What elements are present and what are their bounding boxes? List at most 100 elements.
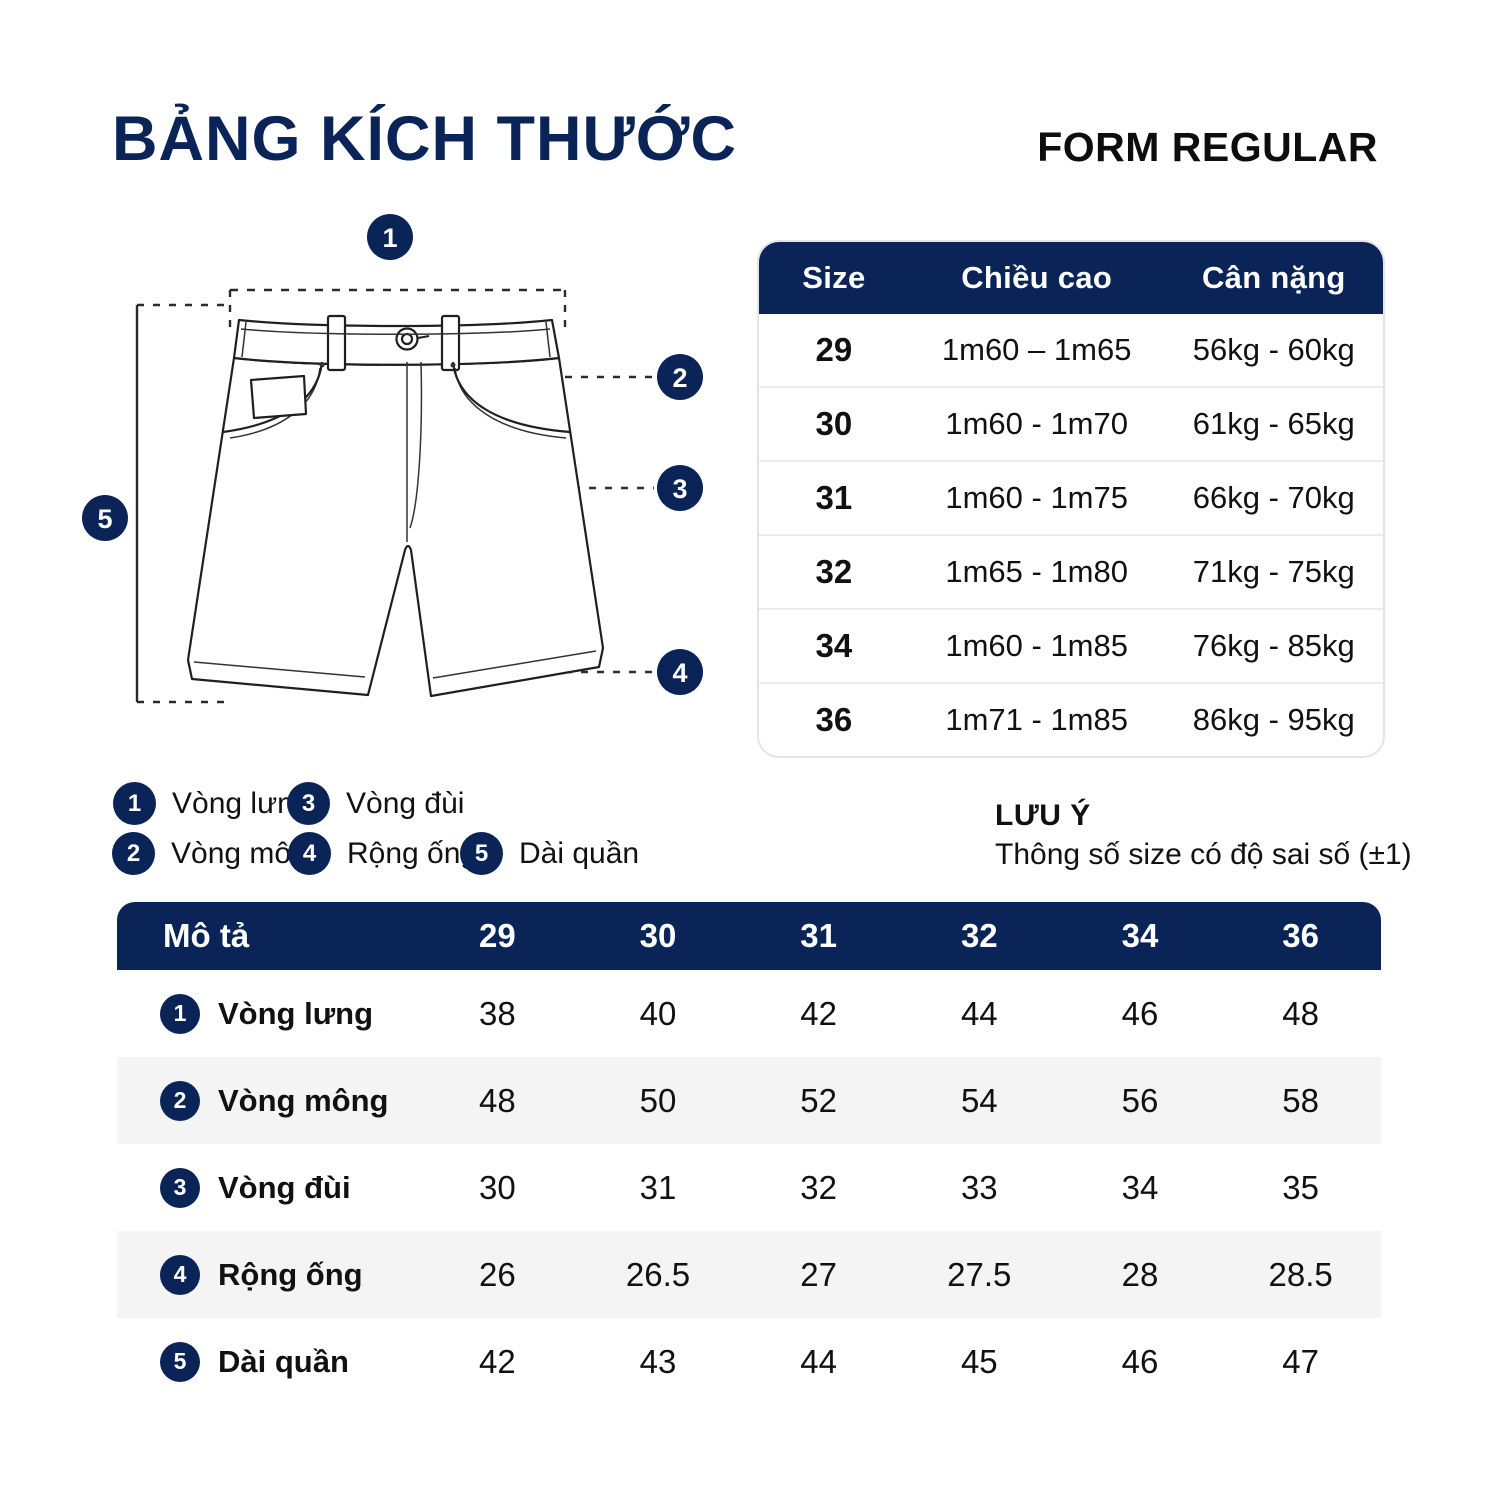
measurement-value: 26.5 xyxy=(577,1231,739,1318)
measurement-value: 32 xyxy=(800,1168,837,1206)
measurement-header-size: 31 xyxy=(738,902,899,970)
size-table-row: 29 1m60 – 1m65 56kg - 60kg xyxy=(759,314,1383,387)
measurement-value: 47 xyxy=(1282,1342,1319,1380)
legend-item-vong-lung: 1 Vòng lưng xyxy=(113,782,311,825)
svg-text:1: 1 xyxy=(382,223,397,253)
measurement-value: 35 xyxy=(1282,1168,1319,1206)
legend-badge-1: 1 xyxy=(113,782,156,825)
size-table-header-height: Chiều cao xyxy=(908,242,1165,314)
legend-item-vong-dui: 3 Vòng đùi xyxy=(287,782,464,825)
row-badge-2: 2 xyxy=(160,1080,200,1121)
row-label-text: Vòng mông xyxy=(218,1082,389,1118)
measurement-value: 56 xyxy=(1059,1057,1221,1144)
measurement-header-size: 34 xyxy=(1059,902,1221,970)
measurement-value: 46 xyxy=(1121,1342,1159,1380)
legend-label: Vòng đùi xyxy=(346,786,465,820)
measurement-row-vong-mong: 2 Vòng mông 48 50 52 54 56 58 xyxy=(117,1057,1381,1144)
size-height-weight-table: Size Chiều cao Cân nặng 29 1m60 – 1m65 5… xyxy=(757,240,1385,758)
form-regular-label: FORM REGULAR xyxy=(1037,124,1378,170)
size-table-header-size: Size xyxy=(759,242,909,314)
row-badge-3: 3 xyxy=(160,1167,200,1208)
measurement-value: 27 xyxy=(738,1231,899,1318)
weight-range: 86kg - 95kg xyxy=(1164,682,1383,756)
measurement-value: 28.5 xyxy=(1220,1231,1381,1318)
weight-range: 66kg - 70kg xyxy=(1164,460,1383,535)
measurement-header-size: 36 xyxy=(1220,902,1381,970)
measurement-value: 31 xyxy=(639,1168,677,1206)
callout-badge-5: 5 xyxy=(82,495,128,541)
height-range: 1m71 - 1m85 xyxy=(908,682,1165,756)
measurement-value: 50 xyxy=(577,1057,739,1144)
measurement-value: 52 xyxy=(738,1057,899,1144)
size-value: 30 xyxy=(759,386,909,461)
measurement-header-size: 29 xyxy=(417,902,578,970)
row-label-text: Rộng ống xyxy=(218,1256,363,1292)
height-range: 1m60 - 1m70 xyxy=(908,386,1165,461)
svg-text:2: 2 xyxy=(672,363,687,393)
measurement-value: 26 xyxy=(417,1231,578,1318)
measurement-value: 58 xyxy=(1220,1057,1381,1144)
callout-badges: 1 2 3 4 5 xyxy=(82,214,703,695)
measurement-value: 42 xyxy=(800,994,837,1032)
measurement-value: 54 xyxy=(898,1057,1060,1144)
measurement-table: Mô tả 29 30 31 32 34 36 1 Vòng lưng xyxy=(117,902,1381,1405)
row-badge-4: 4 xyxy=(160,1254,200,1295)
measurement-header-size: 30 xyxy=(577,902,739,970)
legend-badge-2: 2 xyxy=(112,832,155,875)
measurement-value: 27.5 xyxy=(898,1231,1060,1318)
measurement-value: 48 xyxy=(1282,994,1319,1032)
size-table-row: 32 1m65 - 1m80 71kg - 75kg xyxy=(759,534,1383,609)
size-table-header-weight: Cân nặng xyxy=(1164,242,1383,314)
row-badge-1: 1 xyxy=(160,993,200,1034)
measurement-value: 45 xyxy=(960,1342,998,1380)
measurement-header-size: 32 xyxy=(898,902,1060,970)
measurement-value: 42 xyxy=(478,1342,516,1380)
legend-badge-4: 4 xyxy=(288,832,331,875)
measurement-value: 46 xyxy=(1121,994,1159,1032)
size-value: 31 xyxy=(759,460,909,535)
legend-item-dai-quan: 5 Dài quần xyxy=(460,832,639,875)
measurement-row-vong-dui: 3 Vòng đùi 30 31 32 33 34 35 xyxy=(117,1144,1381,1231)
legend-badge-3: 3 xyxy=(287,782,330,825)
shorts-measurement-diagram: 1 2 3 4 5 xyxy=(82,214,703,704)
size-table-row: 36 1m71 - 1m85 86kg - 95kg xyxy=(759,682,1383,756)
weight-range: 61kg - 65kg xyxy=(1164,386,1383,461)
row-badge-5: 5 xyxy=(160,1341,200,1382)
size-value: 36 xyxy=(759,682,909,756)
size-table-row: 31 1m60 - 1m75 66kg - 70kg xyxy=(759,460,1383,535)
legend-badge-5: 5 xyxy=(460,832,503,875)
measurement-table-header-row: Mô tả 29 30 31 32 34 36 xyxy=(117,902,1381,970)
measurement-value: 33 xyxy=(960,1168,998,1206)
measurement-value: 38 xyxy=(478,994,516,1032)
measurement-header-label: Mô tả xyxy=(117,902,417,970)
weight-range: 76kg - 85kg xyxy=(1164,608,1383,683)
page-title: BẢNG KÍCH THƯỚC xyxy=(112,104,737,174)
size-value: 32 xyxy=(759,534,909,609)
svg-text:4: 4 xyxy=(672,658,687,688)
height-range: 1m60 - 1m85 xyxy=(908,608,1165,683)
callout-badge-2: 2 xyxy=(657,354,703,400)
legend-label: Dài quần xyxy=(519,836,640,870)
callout-badge-4: 4 xyxy=(657,649,703,695)
legend-label: Rộng ống xyxy=(347,836,478,870)
measurement-value: 34 xyxy=(1121,1168,1159,1206)
weight-range: 71kg - 75kg xyxy=(1164,534,1383,609)
measurement-value: 44 xyxy=(800,1342,837,1380)
note-title: LƯU Ý xyxy=(995,799,1091,832)
row-label-text: Vòng lưng xyxy=(218,995,374,1031)
size-value: 34 xyxy=(759,608,909,683)
measurement-value: 43 xyxy=(639,1342,677,1380)
size-table-row: 30 1m60 - 1m70 61kg - 65kg xyxy=(759,386,1383,461)
size-value: 29 xyxy=(759,314,909,387)
measurement-row-dai-quan: 5 Dài quần 42 43 44 45 46 47 xyxy=(117,1318,1381,1405)
measurement-value: 48 xyxy=(417,1057,578,1144)
measurement-row-rong-ong: 4 Rộng ống 26 26.5 27 27.5 28 28.5 xyxy=(117,1231,1381,1318)
shorts-line-art xyxy=(186,314,605,698)
measurement-value: 30 xyxy=(478,1168,516,1206)
height-range: 1m60 – 1m65 xyxy=(908,314,1165,387)
note-block: LƯU Ý Thông số size có độ sai số (±1) xyxy=(995,799,1412,872)
legend-item-rong-ong: 4 Rộng ống xyxy=(288,832,477,875)
callout-badge-1: 1 xyxy=(367,214,413,260)
measurement-value: 44 xyxy=(960,994,998,1032)
callout-badge-3: 3 xyxy=(657,465,703,511)
